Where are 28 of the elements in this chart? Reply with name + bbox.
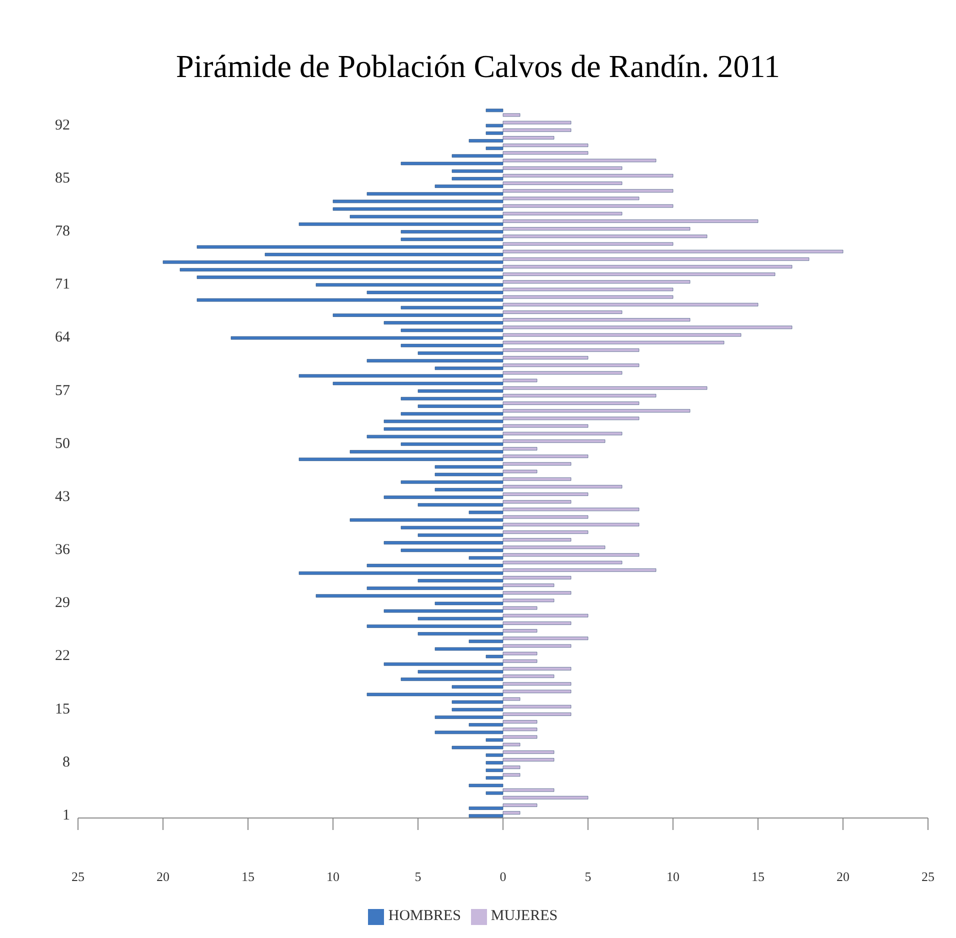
x-tick-label: 10	[666, 869, 680, 884]
y-tick-label: 71	[55, 276, 70, 293]
legend-label: HOMBRES	[388, 908, 461, 924]
y-tick-label: 85	[55, 170, 70, 186]
x-tick-label: 5	[584, 869, 592, 884]
y-tick-label: 43	[55, 488, 70, 505]
x-tick-label: 0	[500, 869, 506, 884]
y-tick-label: 92	[55, 117, 70, 134]
x-tick-label: 15	[752, 869, 764, 884]
y-tick-label: 22	[55, 648, 70, 664]
x-tick-label: 20	[156, 869, 170, 884]
y-tick-label: 36	[55, 542, 70, 558]
x-tick-label: 5	[414, 869, 422, 884]
x-tick-label: 15	[242, 869, 254, 884]
y-tick-label: 15	[55, 701, 70, 718]
y-tick-label: 29	[55, 595, 70, 612]
legend-label: MUJERES	[490, 908, 558, 924]
y-tick-label: 8	[62, 754, 70, 770]
y-tick-label: 64	[55, 330, 70, 346]
y-tick-label: 78	[55, 223, 70, 240]
y-tick-label: 57	[55, 382, 70, 399]
y-tick-label: 50	[55, 436, 70, 452]
chart-title: Pirámide de Población Calvos de Randín. 2011	[174, 47, 782, 86]
x-tick-label: 25	[922, 869, 934, 884]
x-tick-label: 20	[836, 869, 850, 884]
x-tick-label: 25	[72, 869, 84, 884]
y-tick-label: 1	[62, 808, 70, 824]
x-tick-label: 10	[326, 869, 340, 884]
